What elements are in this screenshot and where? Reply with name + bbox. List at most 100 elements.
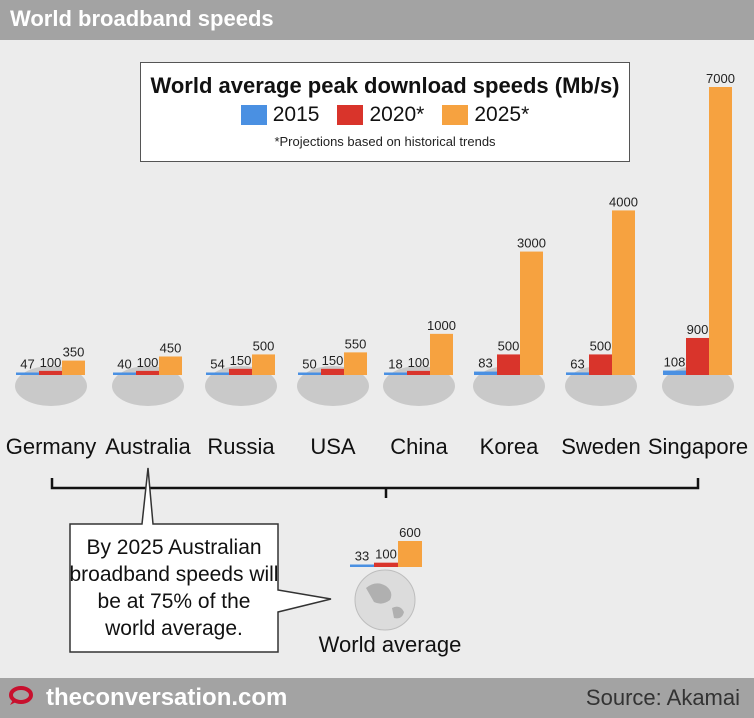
bar-germany-2025 <box>62 360 85 375</box>
bar-russia-2020 <box>229 368 252 375</box>
bar-singapore-2025 <box>709 87 732 375</box>
bar-korea-2015 <box>474 371 497 375</box>
callout-line-4: world average. <box>104 617 243 640</box>
data-label-china-2025: 1000 <box>427 318 456 333</box>
legend-box: World average peak download speeds (Mb/s… <box>140 62 630 162</box>
data-label-russia-2025: 500 <box>253 338 275 353</box>
bar-singapore-2015 <box>663 370 686 375</box>
legend-label-2020: 2020* <box>369 103 425 126</box>
data-label-germany-2015: 47 <box>20 357 34 372</box>
bar-world-average-2020 <box>374 562 398 567</box>
category-labels: Germany Australia Russia USA China Korea Swede… <box>6 434 748 459</box>
map-korea <box>473 366 545 406</box>
legend-label-2025: 2025* <box>474 103 530 126</box>
bar-australia-2015 <box>113 372 136 375</box>
bar-korea-2020 <box>497 354 520 375</box>
data-label-germany-2020: 100 <box>40 355 62 370</box>
category-label-singapore: Singapore <box>648 434 748 459</box>
legend-note: *Projections based on historical trends <box>274 134 496 149</box>
data-label-korea-2025: 3000 <box>517 236 546 251</box>
category-label-russia: Russia <box>207 434 275 459</box>
bar-germany-2015 <box>16 372 39 375</box>
globe-landmass <box>366 583 404 619</box>
legend-label-2015: 2015 <box>272 103 320 126</box>
data-label-singapore-2020: 900 <box>687 322 709 337</box>
bar-china-2025 <box>430 333 453 375</box>
bar-usa-2025 <box>344 352 367 375</box>
data-label-usa-2020: 150 <box>322 353 344 368</box>
bar-singapore-2020 <box>686 337 709 375</box>
callout-line-1: By 2025 Australian <box>86 536 261 559</box>
data-label-china-2015: 18 <box>388 357 402 372</box>
data-label-world-average-2020: 100 <box>375 547 397 562</box>
bar-korea-2025 <box>520 251 543 375</box>
category-label-china: China <box>390 434 448 459</box>
callout: By 2025 Australian broadband speeds will b… <box>69 467 332 653</box>
bar-china-2015 <box>384 372 407 375</box>
category-label-korea: Korea <box>480 434 539 459</box>
source-label: Source: Akamai <box>585 685 740 710</box>
bar-world-average-2015 <box>350 564 374 567</box>
world-average-label: World average <box>319 632 462 657</box>
category-label-australia: Australia <box>105 434 191 459</box>
map-germany <box>15 366 87 406</box>
bar-australia-2025 <box>159 356 182 375</box>
page-title: World broadband speeds <box>10 6 274 31</box>
map-usa <box>297 366 369 406</box>
bar-australia-2020 <box>136 370 159 375</box>
data-label-sweden-2015: 63 <box>570 356 584 371</box>
data-label-australia-2015: 40 <box>117 357 131 372</box>
data-label-korea-2020: 500 <box>498 338 520 353</box>
category-label-germany: Germany <box>6 434 96 459</box>
data-label-singapore-2015: 108 <box>664 355 686 370</box>
data-label-korea-2015: 83 <box>478 356 492 371</box>
bar-russia-2025 <box>252 354 275 375</box>
data-label-sweden-2025: 4000 <box>609 194 638 209</box>
footer-bar: theconversation.com Source: Akamai <box>0 678 754 718</box>
callout-line-2: broadband speeds will <box>70 563 279 586</box>
bar-world-average-2025 <box>398 541 422 567</box>
category-label-sweden: Sweden <box>561 434 641 459</box>
bracket-line <box>50 478 700 498</box>
map-china <box>383 366 455 406</box>
map-australia <box>112 366 184 406</box>
legend-item-2020: 2020* <box>337 103 424 127</box>
data-label-world-average-2025: 600 <box>399 525 421 540</box>
data-label-usa-2015: 50 <box>302 357 316 372</box>
bar-usa-2020 <box>321 368 344 375</box>
legend-swatch-2015 <box>240 105 267 125</box>
conversation-logo-icon <box>9 686 33 705</box>
bar-germany-2020 <box>39 370 62 375</box>
data-label-sweden-2020: 500 <box>590 338 612 353</box>
map-singapore <box>662 366 734 406</box>
bar-usa-2015 <box>298 372 321 375</box>
category-label-usa: USA <box>310 434 356 459</box>
legend-swatch-2025 <box>442 105 469 125</box>
callout-line-3: be at 75% of the <box>98 590 251 613</box>
data-label-china-2020: 100 <box>408 355 430 370</box>
country-map-silhouettes <box>15 366 734 406</box>
bar-russia-2015 <box>206 372 229 375</box>
data-label-germany-2025: 350 <box>63 345 85 360</box>
legend-item-2025: 2025* <box>442 103 529 127</box>
legend-swatch-2020 <box>337 105 364 125</box>
bar-sweden-2015 <box>566 372 589 375</box>
data-label-singapore-2025: 7000 <box>706 71 735 86</box>
callout-bubble <box>69 467 332 653</box>
data-label-usa-2025: 550 <box>345 336 367 351</box>
data-label-russia-2015: 54 <box>210 357 224 372</box>
legend-title: World average peak download speeds (Mb/s… <box>150 73 620 98</box>
title-bar: World broadband speeds <box>0 0 754 40</box>
bar-china-2020 <box>407 370 430 375</box>
bracket-path <box>50 478 700 498</box>
bar-sweden-2025 <box>612 210 635 375</box>
legend-item-2015: 2015 <box>240 103 320 127</box>
site-name: theconversation.com <box>46 684 288 711</box>
data-label-australia-2020: 100 <box>137 355 159 370</box>
data-label-world-average-2015: 33 <box>355 549 369 564</box>
map-russia <box>205 366 277 406</box>
map-sweden <box>565 366 637 406</box>
